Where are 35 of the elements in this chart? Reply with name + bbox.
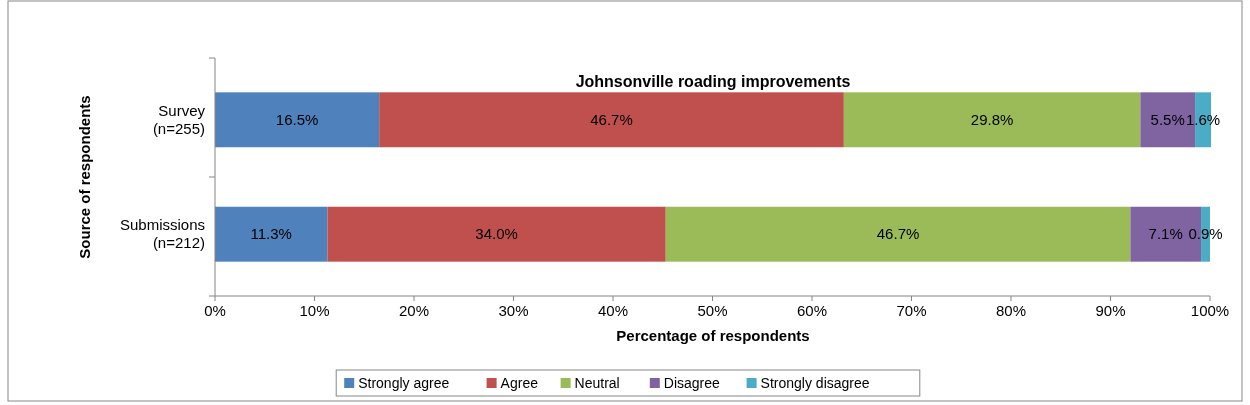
bar — [215, 92, 380, 148]
data-label: 46.7% — [590, 111, 633, 129]
y-tick-label: Survey (n=255) — [152, 102, 206, 138]
bar — [327, 206, 666, 262]
bar — [379, 92, 844, 148]
x-tick-label: 50% — [697, 302, 728, 319]
bar — [215, 206, 328, 262]
x-tick-label: 20% — [398, 302, 430, 319]
x-tick-label: 90% — [1095, 302, 1126, 319]
x-axis-title: Percentage of respondents — [616, 327, 810, 344]
data-label: 11.3% — [250, 225, 292, 243]
x-tick-label: 60% — [796, 302, 828, 319]
legend-label: Strongly disagree — [760, 374, 870, 391]
x-tick-label: 30% — [498, 302, 529, 319]
x-tick-label: 70% — [896, 302, 927, 319]
text: Johnsonville roading improvements — [575, 73, 851, 90]
x-tick-label: 40% — [597, 302, 629, 319]
y-tick-label: Submissions (n=212) — [119, 216, 205, 252]
data-label: 46.7% — [876, 225, 920, 243]
legend-label: Strongly agree — [358, 374, 450, 391]
data-label: 29.8% — [970, 111, 1014, 129]
data-label: 16.5% — [275, 111, 319, 129]
data-label: 7.1% — [1148, 225, 1183, 243]
bar — [843, 92, 1141, 148]
data-label: 5.5% — [1150, 111, 1185, 129]
x-tick-label: 100% — [1190, 302, 1230, 319]
legend-label: Disagree — [663, 374, 721, 391]
bar — [665, 206, 1131, 262]
x-tick-label: 80% — [995, 302, 1027, 319]
legend-label: Agree — [500, 374, 539, 391]
y-axis-title: Source of respondents — [76, 95, 93, 259]
data-label: 34.0% — [475, 225, 518, 243]
legend-label: Neutral — [574, 374, 620, 391]
x-tick-label: 0% — [204, 302, 226, 319]
x-tick-label: 10% — [299, 302, 330, 319]
